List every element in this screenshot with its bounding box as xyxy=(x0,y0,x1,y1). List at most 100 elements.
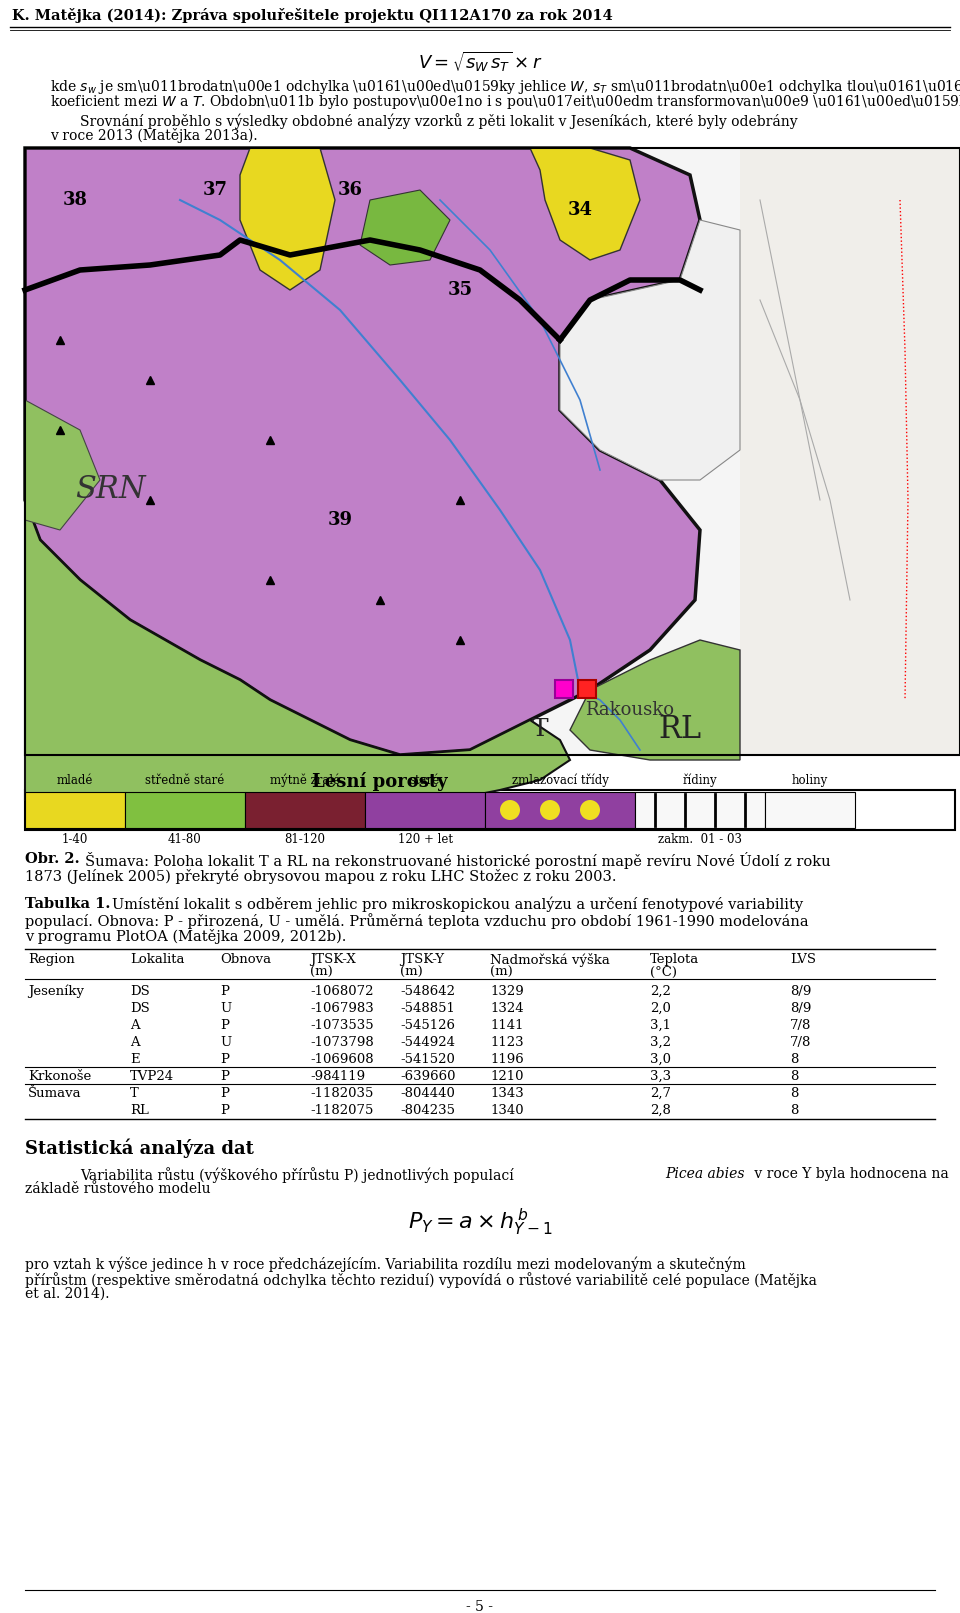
Text: Nadmořská výška: Nadmořská výška xyxy=(490,953,610,968)
Text: -548851: -548851 xyxy=(400,1002,455,1015)
Text: základě růstového modelu: základě růstového modelu xyxy=(25,1182,210,1195)
Text: 2,2: 2,2 xyxy=(650,986,671,998)
Polygon shape xyxy=(25,500,570,800)
Text: TVP24: TVP24 xyxy=(130,1069,174,1082)
Text: RL: RL xyxy=(659,715,702,745)
Text: Šumava: Šumava xyxy=(28,1087,82,1100)
Text: holiny: holiny xyxy=(792,774,828,787)
Text: 7/8: 7/8 xyxy=(790,1019,811,1032)
Bar xyxy=(740,148,960,755)
Text: Šumava: Poloha lokalit T a RL na rekonstruované historické porostní mapě revíru : Šumava: Poloha lokalit T a RL na rekonst… xyxy=(85,852,830,869)
Text: -545126: -545126 xyxy=(400,1019,455,1032)
Text: JTSK-X: JTSK-X xyxy=(310,953,356,966)
Text: -1068072: -1068072 xyxy=(310,986,373,998)
Text: (m): (m) xyxy=(400,966,422,979)
Text: A: A xyxy=(130,1036,139,1048)
Text: 1196: 1196 xyxy=(490,1053,524,1066)
Text: 8: 8 xyxy=(790,1053,799,1066)
Text: 8: 8 xyxy=(790,1103,799,1116)
Text: v roce Y byla hodnocena na: v roce Y byla hodnocena na xyxy=(750,1166,948,1181)
Text: P: P xyxy=(220,1019,229,1032)
Text: 8: 8 xyxy=(790,1069,799,1082)
Text: LVS: LVS xyxy=(790,953,816,966)
Text: Teplota: Teplota xyxy=(650,953,699,966)
Bar xyxy=(125,792,245,827)
Text: P: P xyxy=(220,1053,229,1066)
Bar xyxy=(25,148,960,755)
Text: 38: 38 xyxy=(62,190,87,210)
Polygon shape xyxy=(530,148,640,260)
Text: Srovnání proběhlo s výsledky obdobné analýzy vzorků z pěti lokalit v Jeseníkách,: Srovnání proběhlo s výsledky obdobné ana… xyxy=(80,113,798,129)
Text: Rakousko: Rakousko xyxy=(586,702,675,719)
Circle shape xyxy=(580,800,600,819)
Text: U: U xyxy=(220,1036,231,1048)
Text: 1329: 1329 xyxy=(490,986,524,998)
Text: 8/9: 8/9 xyxy=(790,1002,811,1015)
Bar xyxy=(740,148,960,755)
Text: (m): (m) xyxy=(490,966,513,979)
Text: 1123: 1123 xyxy=(490,1036,523,1048)
Text: 8: 8 xyxy=(790,1087,799,1100)
Text: 7/8: 7/8 xyxy=(790,1036,811,1048)
Text: -804235: -804235 xyxy=(400,1103,455,1116)
Text: 1343: 1343 xyxy=(490,1087,524,1100)
Text: 81-120: 81-120 xyxy=(284,832,325,845)
Text: 39: 39 xyxy=(327,511,352,529)
Polygon shape xyxy=(570,640,740,760)
Text: T: T xyxy=(532,718,548,742)
Text: -1067983: -1067983 xyxy=(310,1002,373,1015)
Text: 3,2: 3,2 xyxy=(650,1036,671,1048)
Text: JTSK-Y: JTSK-Y xyxy=(400,953,444,966)
Text: staré: staré xyxy=(410,774,440,787)
Text: Lesní porosty: Lesní porosty xyxy=(312,773,447,790)
Text: 1873 (Jelínek 2005) překryté obrysovou mapou z roku LHC Stožec z roku 2003.: 1873 (Jelínek 2005) překryté obrysovou m… xyxy=(25,869,616,884)
Text: v roce 2013 (Matějka 2013a).: v roce 2013 (Matějka 2013a). xyxy=(50,127,257,144)
Text: 2,7: 2,7 xyxy=(650,1087,671,1100)
Text: Tabulka 1.: Tabulka 1. xyxy=(25,897,110,911)
Bar xyxy=(25,790,955,831)
Bar xyxy=(485,792,635,827)
Text: mýtně zralé: mýtně zralé xyxy=(270,774,340,787)
Text: -1069608: -1069608 xyxy=(310,1053,373,1066)
Text: přírůstm (respektive směrodatná odchylka těchto reziduí) vypovídá o růstové vari: přírůstm (respektive směrodatná odchylka… xyxy=(25,1273,817,1287)
Text: $P_Y = a \times h^{\,b}_{Y-1}$: $P_Y = a \times h^{\,b}_{Y-1}$ xyxy=(408,1207,552,1239)
Bar xyxy=(635,792,765,827)
Text: -1182035: -1182035 xyxy=(310,1087,373,1100)
Text: zmlazovací třídy: zmlazovací třídy xyxy=(512,774,609,787)
Bar xyxy=(25,792,125,827)
Text: -541520: -541520 xyxy=(400,1053,455,1066)
Text: pro vztah k výšce jedince h v roce předcházejícím. Variabilita rozdílu mezi mode: pro vztah k výšce jedince h v roce předc… xyxy=(25,1257,746,1273)
Text: T: T xyxy=(130,1087,139,1100)
Text: RL: RL xyxy=(130,1103,149,1116)
Text: P: P xyxy=(220,986,229,998)
Text: DS: DS xyxy=(130,1002,150,1015)
Text: - 5 -: - 5 - xyxy=(467,1600,493,1613)
Text: P: P xyxy=(220,1069,229,1082)
Text: 8/9: 8/9 xyxy=(790,986,811,998)
Text: 41-80: 41-80 xyxy=(168,832,202,845)
Circle shape xyxy=(500,800,520,819)
Text: Obnova: Obnova xyxy=(220,953,271,966)
Text: P: P xyxy=(220,1087,229,1100)
Text: et al. 2014).: et al. 2014). xyxy=(25,1287,109,1302)
Text: P: P xyxy=(220,1103,229,1116)
Polygon shape xyxy=(25,148,700,755)
Text: zakm.  01 - 03: zakm. 01 - 03 xyxy=(658,832,742,845)
Text: Obr. 2.: Obr. 2. xyxy=(25,852,80,866)
Text: 1210: 1210 xyxy=(490,1069,523,1082)
Bar xyxy=(765,792,855,827)
Text: 3,0: 3,0 xyxy=(650,1053,671,1066)
Text: 2,8: 2,8 xyxy=(650,1103,671,1116)
Bar xyxy=(245,792,365,827)
Text: DS: DS xyxy=(130,986,150,998)
Bar xyxy=(25,148,740,755)
Bar xyxy=(578,681,596,698)
Text: v programu PlotOA (Matějka 2009, 2012b).: v programu PlotOA (Matějka 2009, 2012b). xyxy=(25,929,347,944)
Text: SRN: SRN xyxy=(75,474,145,505)
Circle shape xyxy=(540,800,560,819)
Text: K. Matějka (2014): Zpráva spoluřešitele projektu QI112A170 za rok 2014: K. Matějka (2014): Zpráva spoluřešitele … xyxy=(12,8,612,23)
Text: 2,0: 2,0 xyxy=(650,1002,671,1015)
Text: 34: 34 xyxy=(567,202,592,219)
Text: -639660: -639660 xyxy=(400,1069,455,1082)
Text: (°C): (°C) xyxy=(650,966,677,979)
